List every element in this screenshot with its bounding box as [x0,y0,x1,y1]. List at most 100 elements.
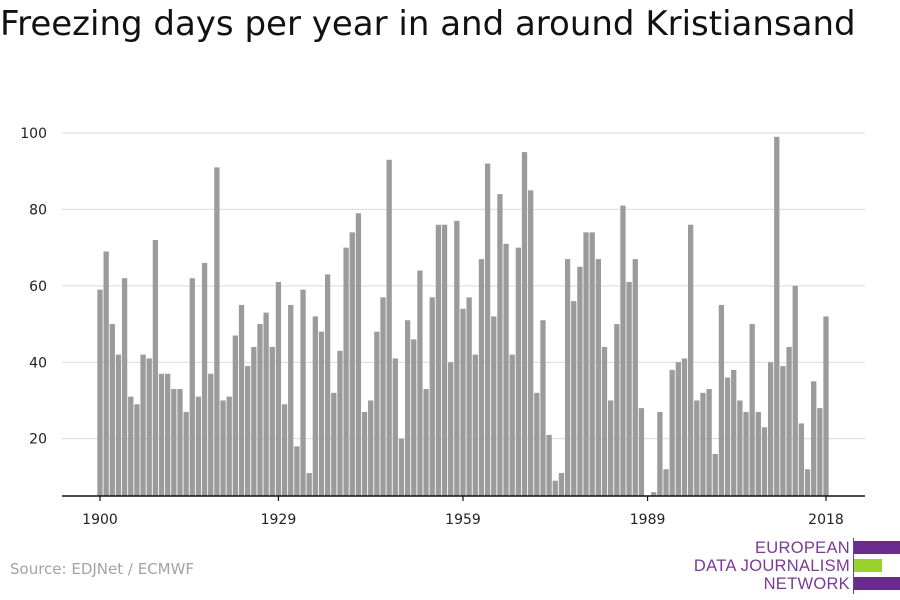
bar [195,396,202,496]
bar [171,389,177,496]
bar [472,354,478,496]
bar [589,232,595,496]
bar [595,259,601,496]
bar [534,392,540,496]
source-note: Source: EDJNet / ECMWF [10,560,195,578]
bar [257,324,263,496]
logo-bar-purple-bottom [854,577,900,590]
y-tick-label: 80 [29,202,47,218]
bar [165,373,171,496]
bar [749,324,755,496]
logo-line-3: NETWORK [763,575,850,593]
bar [767,362,774,496]
bars [97,136,829,497]
logo-bar-purple-top [854,541,900,554]
bar [417,270,423,496]
x-axis-ticks: 1900 1929 1959 1989 2018 [82,496,844,528]
bar [817,408,823,496]
y-axis-ticks: 20 40 60 80 100 [20,126,47,448]
bar [632,259,638,496]
bar [281,404,288,496]
edjnet-logo: EUROPEAN DATA JOURNALISM NETWORK [660,538,900,594]
bar [724,377,731,496]
bar [718,304,725,496]
bar [651,492,657,496]
bar [626,282,632,496]
bar [558,473,565,496]
bar [220,400,226,496]
y-tick-label: 60 [29,279,47,295]
bar [694,400,700,496]
bar [521,152,528,497]
bar [306,473,312,496]
bar [423,389,429,496]
bar [238,304,245,496]
bar [497,194,503,496]
bar [571,301,577,496]
bar [638,408,645,496]
bar [288,304,294,496]
bar [448,362,454,496]
y-tick-label: 40 [29,355,47,371]
bar [386,159,392,496]
bar [134,404,140,496]
logo-line-1: EUROPEAN [754,539,850,557]
y-tick-label: 20 [29,432,47,448]
bar [97,289,103,496]
bar [688,224,694,496]
bar [121,278,128,496]
bar [712,453,718,496]
bar [577,266,583,496]
bar [226,396,232,496]
bar [349,232,355,496]
bar [780,366,786,496]
y-tick-label: 100 [20,126,47,142]
bar [466,297,472,496]
logo-bar-green [854,559,882,572]
bar [325,274,331,496]
bar [152,239,159,497]
bar [700,392,706,496]
bar [540,320,546,496]
bar [657,411,663,496]
bar [663,469,669,496]
bar [792,285,798,496]
x-tick-label: 1900 [82,512,118,528]
bar [441,224,448,496]
bar [774,136,780,496]
bar [251,346,257,496]
bar [706,389,712,496]
bar [208,373,214,496]
bar [318,331,325,496]
bar [484,163,491,496]
bar [460,308,466,496]
bar [743,411,749,496]
bar [564,259,571,496]
bar [755,411,761,496]
logo-line-2: DATA JOURNALISM [693,557,850,575]
bar [429,297,435,496]
x-tick-label: 1989 [630,512,666,528]
x-tick-label: 2018 [808,512,844,528]
bar [275,282,282,496]
bar [804,469,811,496]
bar [404,320,411,496]
bar [232,335,238,496]
bar [128,396,134,496]
chart-title: Freezing days per year in and around Kri… [0,4,856,44]
bar [300,289,306,496]
bar [392,358,398,496]
bar [608,400,614,496]
bar [269,346,275,496]
bar [823,316,829,496]
bar [201,262,208,496]
bar-chart: 1900 1929 1959 1989 2018 20 40 60 80 100 [20,126,865,528]
bar [189,278,195,496]
bar [786,346,792,496]
bar [515,247,522,496]
bar [491,316,497,496]
bar [355,213,362,497]
bar [331,392,337,496]
bar [337,350,343,496]
bar [343,247,349,496]
